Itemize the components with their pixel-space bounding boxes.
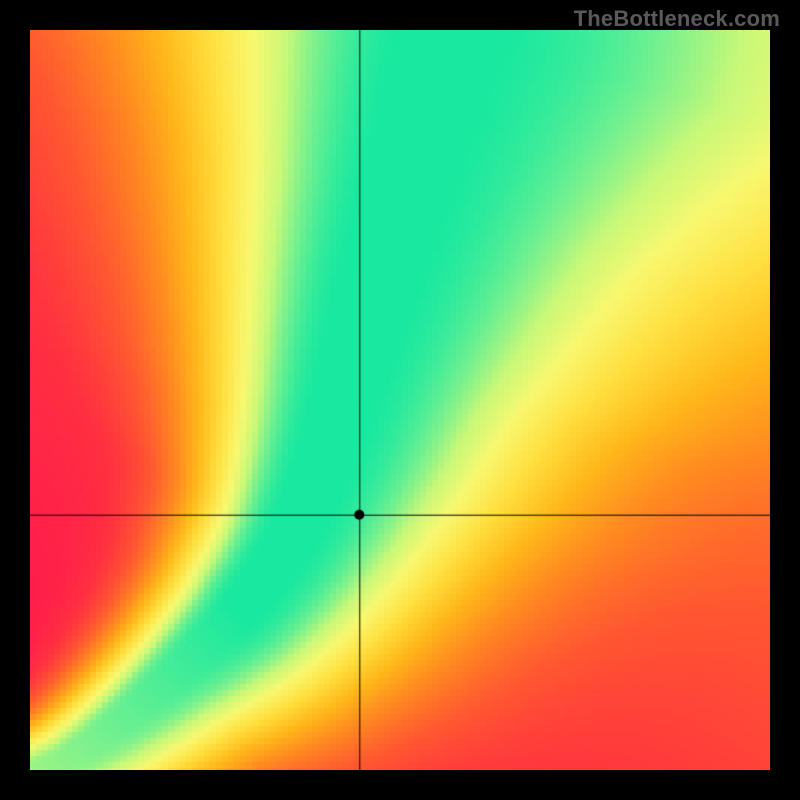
heatmap-canvas xyxy=(30,30,770,770)
heatmap-plot xyxy=(30,30,770,770)
watermark-text: TheBottleneck.com xyxy=(574,6,780,32)
